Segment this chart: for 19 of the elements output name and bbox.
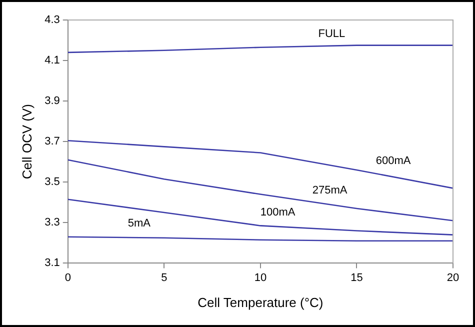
- x-tick-label: 0: [64, 272, 71, 284]
- x-tick-label: 20: [446, 272, 460, 284]
- series-label: 275mA: [312, 184, 348, 197]
- y-axis-title: Cell OCV (V): [19, 104, 34, 180]
- y-tick-label: 3.9: [44, 95, 60, 108]
- series-label: 100mA: [260, 206, 296, 219]
- y-tick-label: 4.1: [44, 54, 60, 67]
- y-tick-label: 3.7: [44, 136, 60, 148]
- x-tick-label: 5: [161, 272, 168, 284]
- x-axis-title: Cell Temperature (°C): [198, 294, 324, 310]
- series-label: FULL: [318, 28, 346, 40]
- y-tick-label: 4.3: [44, 14, 60, 26]
- y-tick-label: 3.1: [44, 257, 60, 270]
- x-tick-label: 10: [254, 272, 267, 284]
- x-tick-label: 15: [350, 272, 363, 284]
- y-tick-label: 3.5: [44, 176, 60, 188]
- series-label: 5mA: [128, 218, 152, 230]
- series-label: 600mA: [376, 154, 412, 167]
- y-tick-label: 3.3: [44, 216, 60, 229]
